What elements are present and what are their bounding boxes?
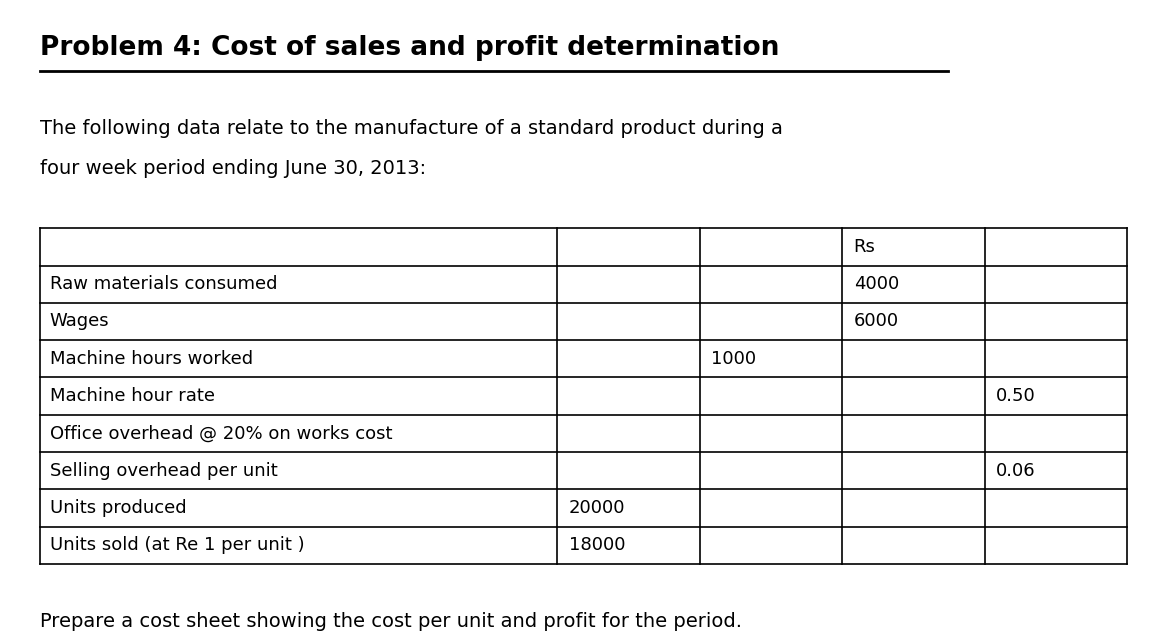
Text: Office overhead @ 20% on works cost: Office overhead @ 20% on works cost xyxy=(50,424,392,442)
Text: 18000: 18000 xyxy=(569,536,625,554)
Text: 4000: 4000 xyxy=(853,275,899,293)
Text: 0.50: 0.50 xyxy=(996,387,1036,405)
Text: 20000: 20000 xyxy=(569,499,625,517)
Text: Units produced: Units produced xyxy=(50,499,186,517)
Text: Selling overhead per unit: Selling overhead per unit xyxy=(50,462,277,480)
Text: four week period ending June 30, 2013:: four week period ending June 30, 2013: xyxy=(40,159,427,178)
Text: Machine hour rate: Machine hour rate xyxy=(50,387,215,405)
Text: Wages: Wages xyxy=(50,312,110,331)
Text: Prepare a cost sheet showing the cost per unit and profit for the period.: Prepare a cost sheet showing the cost pe… xyxy=(40,612,742,631)
Text: Raw materials consumed: Raw materials consumed xyxy=(50,275,277,293)
Text: Rs: Rs xyxy=(853,238,875,256)
Text: Units sold (at Re 1 per unit ): Units sold (at Re 1 per unit ) xyxy=(50,536,304,554)
Text: 1000: 1000 xyxy=(711,350,756,368)
Text: Machine hours worked: Machine hours worked xyxy=(50,350,253,368)
Text: 6000: 6000 xyxy=(853,312,898,331)
Text: Problem 4: Cost of sales and profit determination: Problem 4: Cost of sales and profit dete… xyxy=(40,35,780,61)
Text: The following data relate to the manufacture of a standard product during a: The following data relate to the manufac… xyxy=(40,119,784,138)
Text: 0.06: 0.06 xyxy=(996,462,1036,480)
